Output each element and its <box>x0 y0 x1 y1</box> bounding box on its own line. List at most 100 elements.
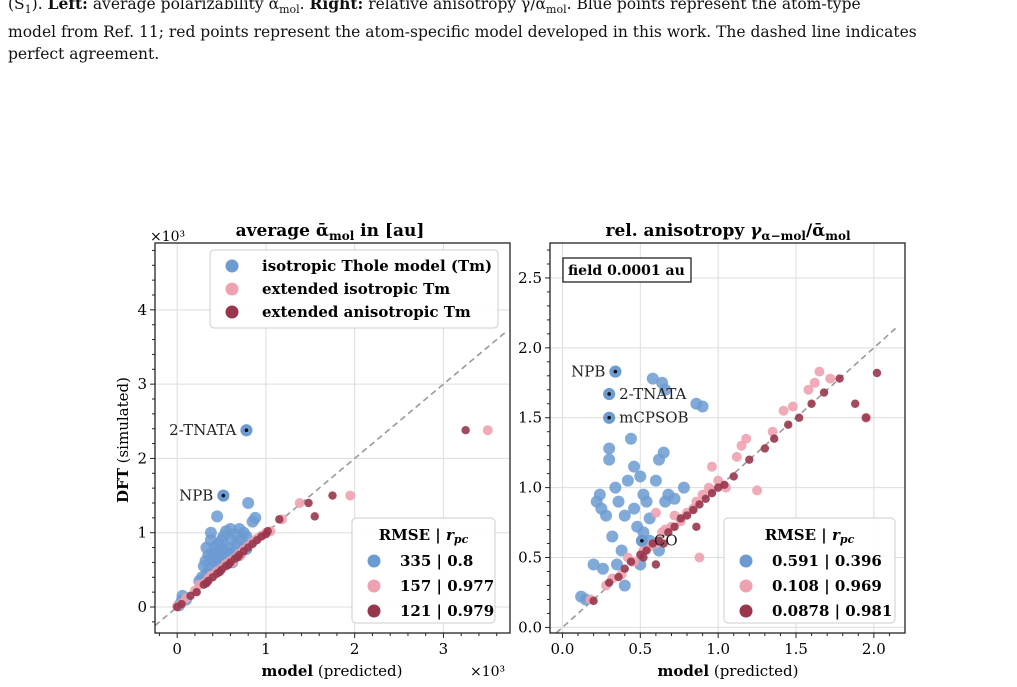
stats-legend <box>723 517 896 624</box>
extended-isotropic-point <box>294 498 305 508</box>
right-x-axis-label: model (predicted) <box>657 662 798 680</box>
isotropic-point <box>596 562 609 575</box>
extended-anisotropic-point <box>275 515 284 524</box>
annotation-label: NPB <box>179 487 213 505</box>
extended-anisotropic-point <box>304 498 313 508</box>
extended-isotropic-point <box>778 405 789 416</box>
annotated-point-dot <box>607 415 611 420</box>
stats-header: RMSE | rpc <box>379 526 469 546</box>
x-tick-label: 0.5 <box>628 640 652 658</box>
extended-anisotropic-point <box>177 599 186 609</box>
left-y-axis-label: DFT (simulated) <box>114 377 132 503</box>
extended-isotropic-point <box>345 490 356 501</box>
extended-anisotropic-point <box>807 399 816 408</box>
extended-anisotropic-point <box>745 455 754 464</box>
right-chart-title: rel. anisotropy γα−mol/ᾱmol <box>605 221 850 243</box>
extended-anisotropic-point <box>651 560 661 569</box>
extended-anisotropic-point <box>729 472 738 481</box>
isotropic-point <box>612 495 625 508</box>
isotropic-point <box>657 446 670 459</box>
isotropic-point <box>621 474 634 487</box>
stats-legend <box>351 517 496 624</box>
extended-anisotropic-point <box>670 522 679 531</box>
stats-marker <box>739 554 753 568</box>
extended-anisotropic-point <box>233 553 242 562</box>
isotropic-point <box>618 579 631 592</box>
x-tick-label: 2 <box>350 640 360 658</box>
extended-isotropic-point <box>482 425 493 436</box>
legend-entry: extended anisotropic Tm <box>262 303 471 321</box>
extended-anisotropic-point <box>784 420 793 429</box>
extended-anisotropic-point <box>760 444 770 453</box>
extended-isotropic-point <box>825 373 836 384</box>
extended-isotropic-point <box>741 433 752 444</box>
isotropic-point <box>615 544 628 557</box>
extended-isotropic-point <box>809 377 820 388</box>
legend-entry: extended isotropic Tm <box>262 280 450 298</box>
y-tick-label: 1.5 <box>518 409 542 427</box>
y-tick-label: 0.5 <box>518 549 542 567</box>
extended-anisotropic-point <box>707 489 717 498</box>
legend-marker <box>225 305 239 319</box>
perfect-agreement-line <box>154 331 507 627</box>
extended-isotropic-point <box>752 485 763 496</box>
stats-value: 0.108 | 0.969 <box>772 577 882 595</box>
extended-isotropic-point <box>731 451 742 462</box>
extended-anisotropic-point <box>872 368 882 378</box>
left-chart: average ᾱmol in [au] ×10³ ×10³ model (pr… <box>114 221 511 680</box>
x-tick-label: 3 <box>439 640 449 658</box>
isotropic-point <box>646 372 659 385</box>
isotropic-point <box>659 383 672 396</box>
isotropic-point <box>603 453 616 466</box>
extended-anisotropic-point <box>224 560 233 569</box>
series-legend <box>209 249 499 329</box>
extended-anisotropic-point <box>626 557 636 566</box>
extended-anisotropic-point <box>835 374 844 383</box>
annotated-point-dot <box>221 493 226 498</box>
extended-anisotropic-point <box>202 579 211 588</box>
extended-isotropic-point <box>650 507 661 518</box>
isotropic-point <box>668 492 681 505</box>
isotropic-point <box>610 558 623 571</box>
annotation-label: CO <box>654 532 678 550</box>
isotropic-point <box>659 495 672 508</box>
y-tick-label: 3 <box>137 375 147 393</box>
plot-frame <box>549 242 906 634</box>
stats-marker <box>739 579 753 593</box>
isotropic-point <box>600 509 613 522</box>
plot-frame <box>154 242 511 634</box>
stats-value: 0.591 | 0.396 <box>772 552 882 570</box>
annotated-point-dot <box>607 392 611 396</box>
y-tick-label: 4 <box>137 301 147 319</box>
isotropic-point <box>200 541 213 554</box>
stats-value: 121 | 0.979 <box>400 602 494 620</box>
isotropic-point <box>649 474 662 487</box>
extended-anisotropic-point <box>186 591 195 601</box>
extended-anisotropic-point <box>642 546 651 555</box>
legend-marker <box>225 259 239 273</box>
stats-marker <box>739 604 753 618</box>
x-tick-label: 0.0 <box>551 640 575 658</box>
x-tick-label: 2.0 <box>862 640 886 658</box>
extended-anisotropic-point <box>263 527 272 536</box>
extended-anisotropic-point <box>620 564 629 573</box>
isotropic-point <box>677 481 690 494</box>
extended-anisotropic-point <box>850 399 860 408</box>
extended-isotropic-point <box>803 384 814 395</box>
x-tick-label: 1 <box>261 640 271 658</box>
extended-isotropic-point <box>694 552 705 563</box>
stats-marker <box>367 579 381 593</box>
annotation-label: NPB <box>571 363 605 381</box>
stats-value: 0.0878 | 0.981 <box>772 602 892 620</box>
x-tick-label: 1.5 <box>784 640 808 658</box>
y-tick-label: 1 <box>137 524 147 542</box>
isotropic-point <box>606 530 619 543</box>
isotropic-point <box>628 460 641 473</box>
isotropic-point <box>204 526 217 539</box>
isotropic-point <box>618 509 631 522</box>
caption-line-1: (S1). Left: average polarizability ᾱmol.… <box>8 0 861 17</box>
legend-marker <box>225 282 239 296</box>
caption-line-2: model from Ref. 11; red points represent… <box>8 23 917 42</box>
y-tick-label: 2.5 <box>518 269 542 287</box>
